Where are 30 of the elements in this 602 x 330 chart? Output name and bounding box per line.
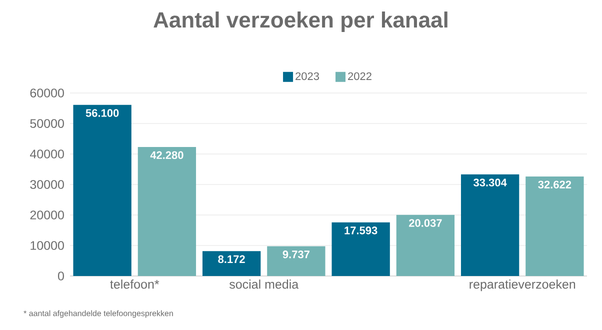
bar bbox=[202, 251, 261, 276]
data-label: 20.037 bbox=[408, 219, 442, 227]
legend-label: 2022 bbox=[348, 72, 372, 80]
bar bbox=[73, 104, 132, 276]
y-tick-label: 50000 bbox=[30, 119, 64, 128]
data-label: 56.100 bbox=[86, 109, 119, 117]
y-tick-label: 20000 bbox=[30, 210, 64, 220]
data-label: 32.622 bbox=[538, 180, 572, 189]
y-tick-label: 40000 bbox=[30, 150, 64, 158]
bar bbox=[267, 246, 326, 276]
x-tick-label: telefoon* bbox=[110, 280, 160, 289]
text: * aantal afgehandelde telefoongesprekken bbox=[24, 310, 173, 318]
legend-label: 2023 bbox=[296, 72, 320, 80]
data-label: 42.280 bbox=[150, 151, 184, 160]
chart-title: Aantal verzoeken per kanaal bbox=[154, 12, 448, 32]
y-tick-label: 60000 bbox=[30, 88, 64, 98]
bar bbox=[526, 176, 584, 276]
y-tick-label: 0 bbox=[58, 272, 64, 280]
data-label: 33.304 bbox=[473, 178, 507, 186]
bar bbox=[332, 222, 390, 276]
y-tick-label: 10000 bbox=[30, 241, 64, 250]
data-label: 9.737 bbox=[282, 250, 310, 258]
x-tick-label: social media bbox=[229, 280, 299, 289]
bar bbox=[138, 147, 196, 276]
x-tick-label: reparatieverzoeken bbox=[470, 280, 576, 292]
bar bbox=[460, 174, 520, 276]
bar bbox=[396, 214, 455, 276]
y-tick-label: 30000 bbox=[30, 180, 64, 189]
data-label: 17.593 bbox=[344, 226, 378, 234]
data-label: 8.172 bbox=[218, 255, 245, 264]
